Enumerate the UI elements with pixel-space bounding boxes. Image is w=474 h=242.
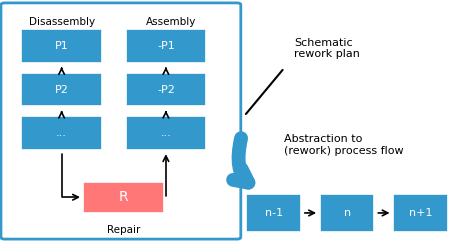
FancyArrowPatch shape xyxy=(233,138,248,183)
Text: P1: P1 xyxy=(55,41,69,51)
Text: ...: ... xyxy=(161,128,171,138)
Text: Abstraction to
(rework) process flow: Abstraction to (rework) process flow xyxy=(284,134,404,156)
Bar xyxy=(320,194,374,232)
Bar xyxy=(393,194,448,232)
Bar xyxy=(126,73,206,106)
Text: n-1: n-1 xyxy=(264,208,283,218)
Text: n+1: n+1 xyxy=(409,208,432,218)
Bar xyxy=(246,194,301,232)
Text: P2: P2 xyxy=(55,84,69,95)
Text: R: R xyxy=(118,190,128,204)
Bar xyxy=(21,116,102,150)
Bar xyxy=(21,29,102,63)
Text: -P2: -P2 xyxy=(157,84,175,95)
FancyBboxPatch shape xyxy=(1,3,241,239)
Text: Assembly: Assembly xyxy=(146,17,196,27)
Text: Schematic
rework plan: Schematic rework plan xyxy=(294,38,360,59)
Text: n: n xyxy=(344,208,351,218)
Text: -P1: -P1 xyxy=(157,41,175,51)
Bar xyxy=(126,116,206,150)
Text: Disassembly: Disassembly xyxy=(28,17,95,27)
Bar xyxy=(21,73,102,106)
Text: Repair: Repair xyxy=(107,225,140,235)
Text: ...: ... xyxy=(56,128,67,138)
Bar xyxy=(126,29,206,63)
Bar xyxy=(83,182,164,213)
